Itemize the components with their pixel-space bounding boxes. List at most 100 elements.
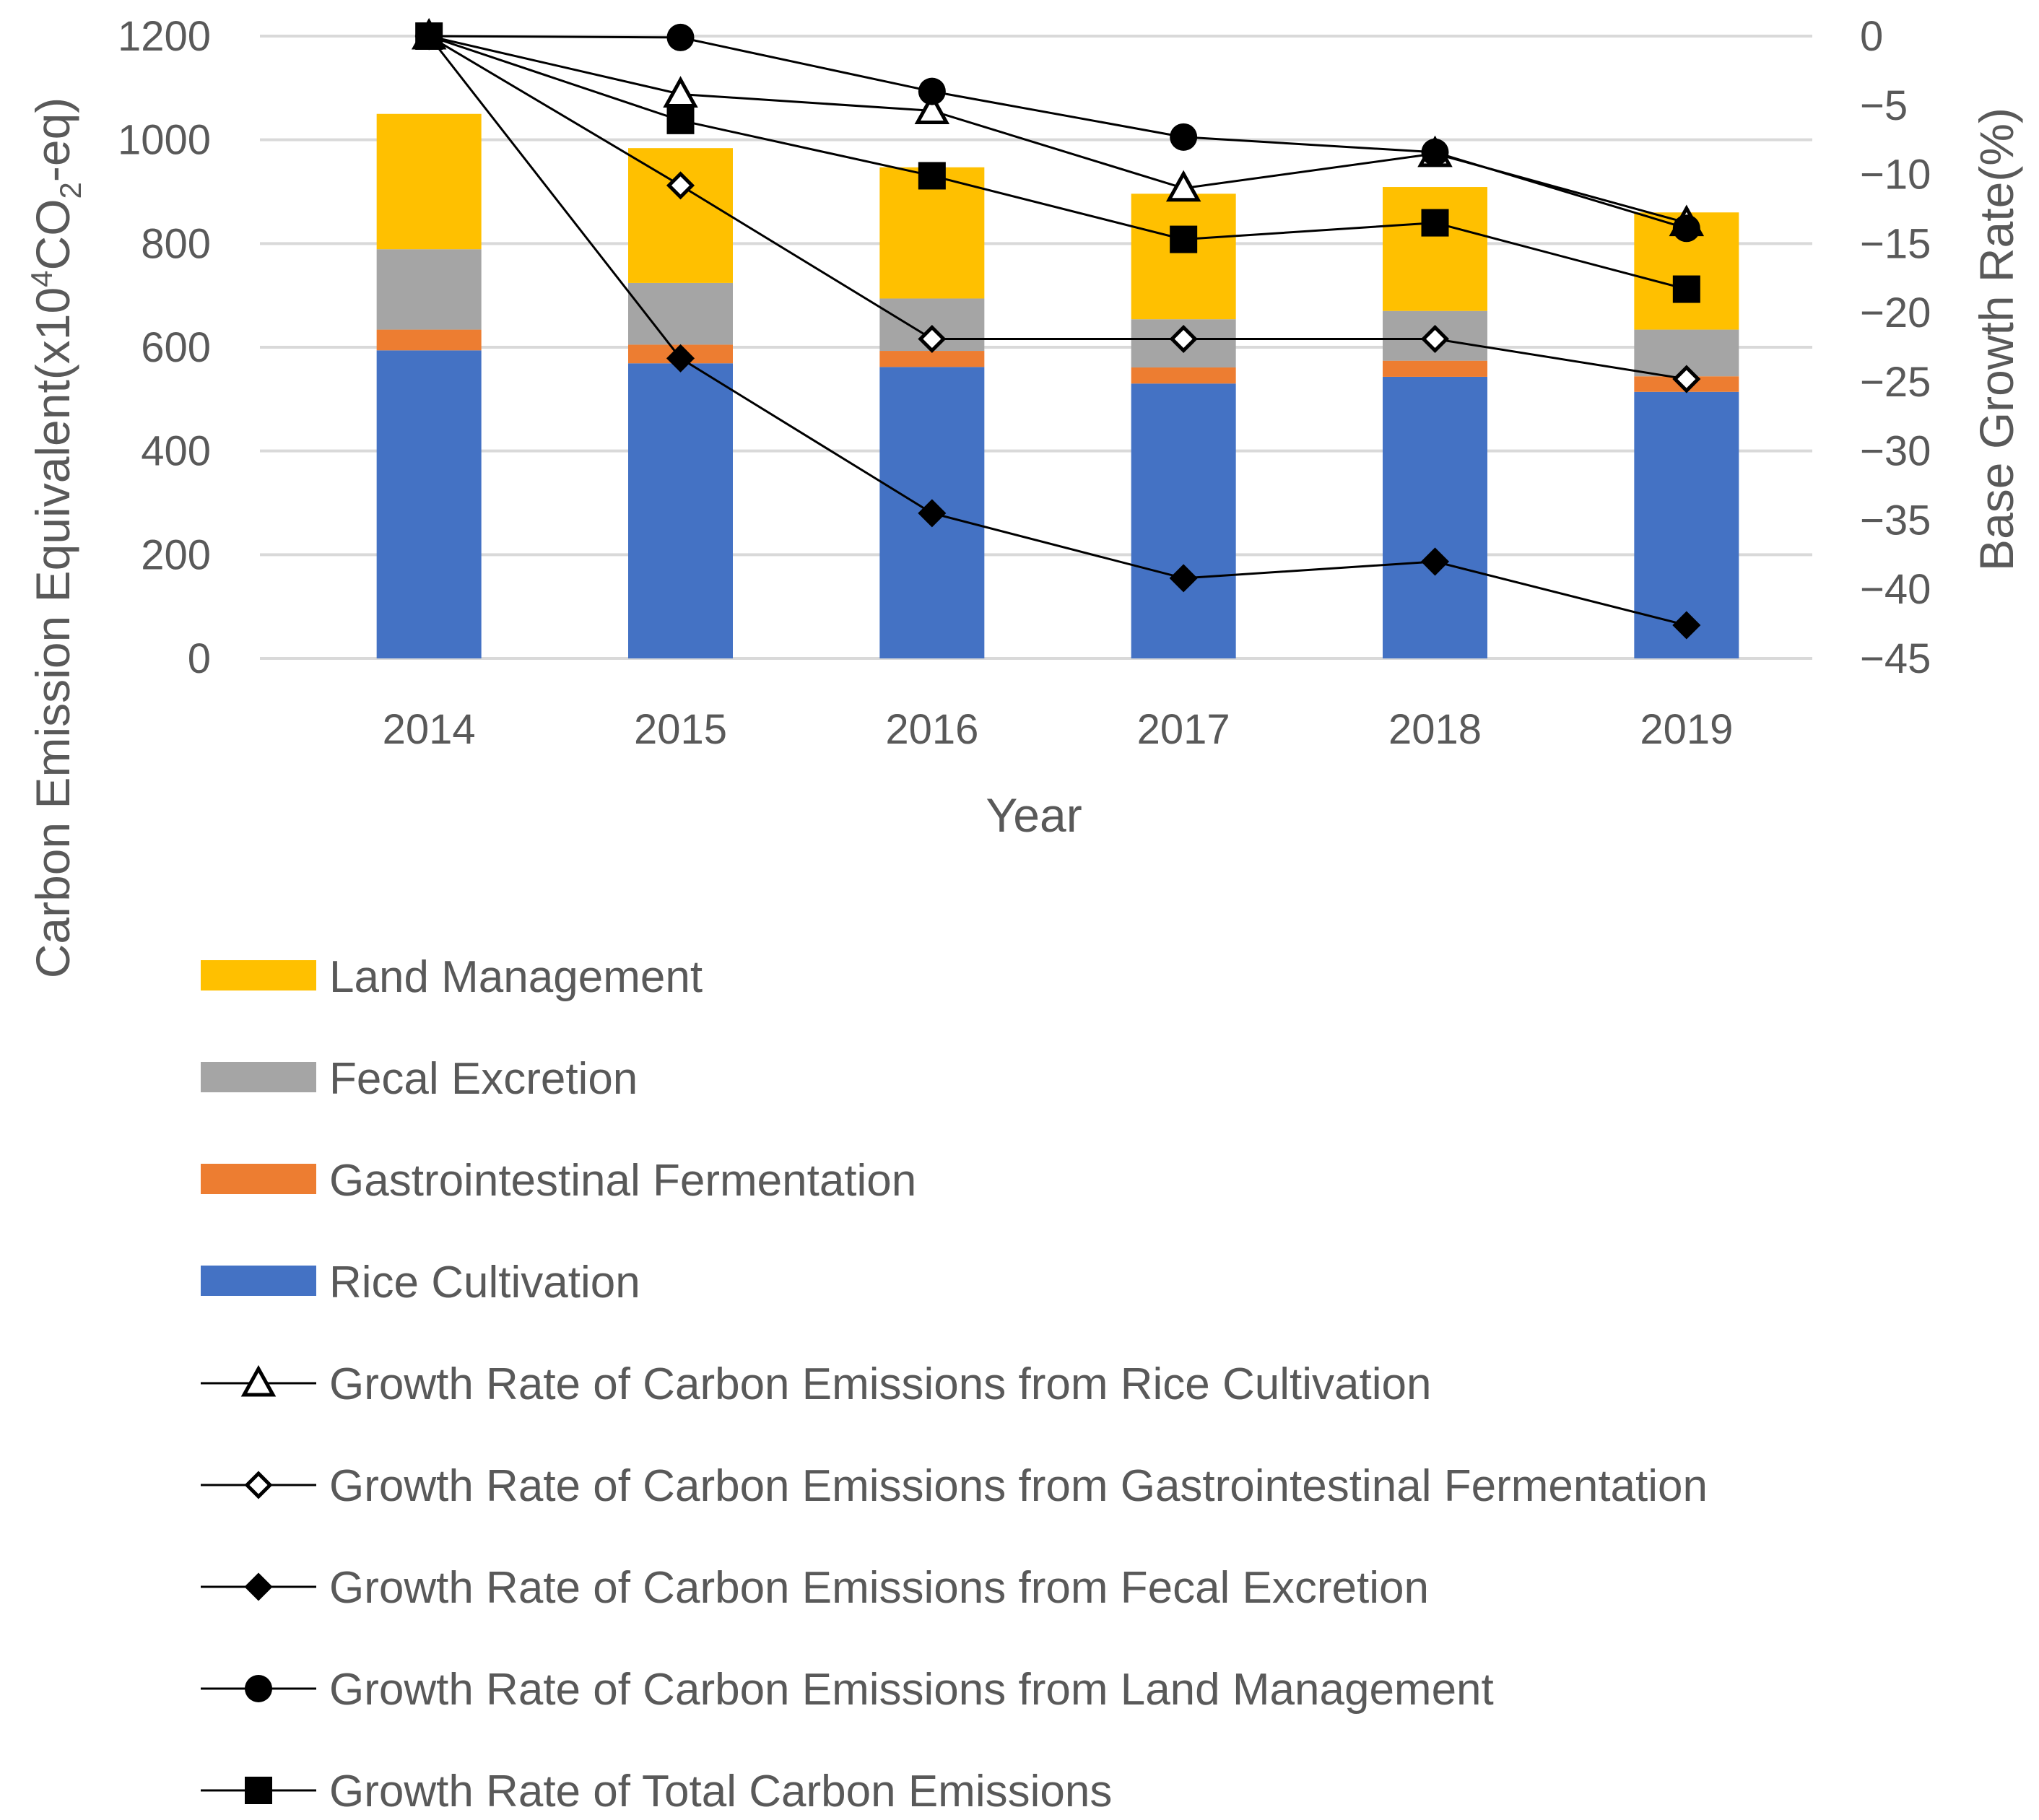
bar-rice-cultivation <box>628 363 733 658</box>
line-series-2 <box>427 35 1687 627</box>
legend-item: Growth Rate of Carbon Emissions from Ric… <box>201 1359 1431 1409</box>
line-series-3 <box>429 35 1687 230</box>
line-point <box>1672 275 1700 303</box>
y-axis-title: Carbon Emission Equivalent(x104CO2-eq) <box>25 97 87 979</box>
bar-land-management <box>376 113 482 250</box>
y2-tick-label: −30 <box>1860 428 1931 475</box>
y-tick-label: 1200 <box>118 13 211 60</box>
legend-label: Fecal Excretion <box>329 1054 638 1104</box>
y-tick-label: 0 <box>188 635 211 682</box>
legend-item: Growth Rate of Total Carbon Emissions <box>201 1767 1112 1816</box>
bar-gastrointestinal-fermentation <box>376 329 482 351</box>
bar-land-management <box>1383 187 1487 311</box>
line-point <box>415 22 443 50</box>
legend-item: Growth Rate of Carbon Emissions from Lan… <box>201 1665 1494 1715</box>
stacked-bars <box>376 113 1739 658</box>
x-tick-label: 2018 <box>1388 706 1482 753</box>
line-point <box>1672 365 1701 393</box>
line-point <box>1170 123 1198 151</box>
bar-land-management <box>1131 193 1236 320</box>
line-point <box>666 171 695 200</box>
y-tick-label: 800 <box>141 220 211 267</box>
legend-marker <box>244 1471 273 1499</box>
line-point <box>1672 611 1701 640</box>
bar-fecal-excretion <box>376 249 482 330</box>
line-point <box>1421 138 1449 166</box>
legend-label: Gastrointestinal Fermentation <box>329 1156 916 1206</box>
legend-label: Growth Rate of Carbon Emissions from Ric… <box>329 1359 1431 1409</box>
x-tick-label: 2019 <box>1640 706 1733 753</box>
legend-label: Growth Rate of Total Carbon Emissions <box>329 1767 1112 1816</box>
legend-item: Fecal Excretion <box>201 1054 638 1104</box>
line-point <box>663 76 698 108</box>
x-tick-label: 2014 <box>383 706 476 753</box>
y2-tick-label: −10 <box>1860 152 1931 199</box>
legend-item: Growth Rate of Carbon Emissions from Fec… <box>201 1563 1429 1613</box>
x-tick-label: 2015 <box>634 706 727 753</box>
y-tick-label: 1000 <box>118 117 211 164</box>
legend-item: Rice Cultivation <box>201 1258 640 1307</box>
legend-swatch <box>201 1062 316 1092</box>
y2-tick-label: −40 <box>1860 566 1931 613</box>
legend-label: Growth Rate of Carbon Emissions from Lan… <box>329 1665 1494 1715</box>
y2-tick-label: −5 <box>1860 82 1908 129</box>
line-path <box>428 35 1687 290</box>
left-axis-ticks: 0 200 400 600 800 1000 1200 <box>118 13 211 682</box>
legend-swatch <box>201 1164 316 1194</box>
y2-tick-label: −35 <box>1860 497 1931 544</box>
growth-rate-lines <box>411 17 1705 640</box>
line-markers-0 <box>411 17 1705 237</box>
y-tick-label: 400 <box>141 428 211 475</box>
line-path <box>427 35 1687 627</box>
line-path <box>428 35 1687 380</box>
line-point <box>918 499 947 528</box>
line-point <box>666 344 695 373</box>
right-axis-ticks: 0 −5 −10 −15 −20 −25 −30 −35 −40 −45 <box>1860 13 1931 682</box>
line-point <box>1165 170 1201 202</box>
line-series-1 <box>428 35 1687 380</box>
legend-item: Gastrointestinal Fermentation <box>201 1156 916 1206</box>
y2-tick-label: −20 <box>1860 289 1931 336</box>
line-point <box>1170 225 1198 253</box>
legend-marker <box>245 1675 272 1702</box>
line-series-0 <box>428 35 1687 225</box>
line-series-4 <box>428 35 1687 290</box>
legend-swatch <box>201 960 316 990</box>
line-point <box>1169 324 1198 354</box>
bar-land-management <box>628 148 733 283</box>
line-point <box>1169 564 1198 593</box>
y-tick-label: 200 <box>141 531 211 578</box>
line-point <box>666 23 695 51</box>
x-axis-ticks: 2014 2015 2016 2017 2018 2019 <box>383 706 1734 753</box>
bar-fecal-excretion <box>628 282 733 345</box>
legend-label: Growth Rate of Carbon Emissions from Gas… <box>329 1461 1708 1511</box>
line-point <box>914 92 950 124</box>
legend: Land Management Fecal Excretion Gastrointe… <box>201 952 1708 1816</box>
line-point <box>1672 214 1700 243</box>
legend-item: Growth Rate of Carbon Emissions from Gas… <box>201 1461 1708 1511</box>
y2-axis-title: Base Growth Rate(%) <box>1970 108 2023 571</box>
x-axis-title: Year <box>986 788 1082 842</box>
y2-tick-label: −25 <box>1860 359 1931 406</box>
line-markers-4 <box>415 22 1700 303</box>
legend-label: Land Management <box>329 952 703 1002</box>
line-path <box>429 35 1687 230</box>
bar-rice-cultivation <box>376 350 482 658</box>
legend-label: Rice Cultivation <box>329 1258 640 1307</box>
bar-rice-cultivation <box>1383 376 1487 658</box>
bar-gastrointestinal-fermentation <box>1131 367 1236 384</box>
line-point <box>918 162 946 190</box>
line-point <box>1420 324 1450 354</box>
gridlines <box>260 35 1812 660</box>
legend-item: Land Management <box>201 952 703 1002</box>
y2-tick-label: −15 <box>1860 220 1931 267</box>
y-tick-label: 600 <box>141 324 211 371</box>
legend-marker <box>245 1777 272 1804</box>
legend-marker <box>240 1364 277 1397</box>
bar-gastrointestinal-fermentation <box>1383 360 1487 377</box>
line-path <box>428 35 1687 225</box>
line-point <box>918 77 946 105</box>
line-point <box>1420 547 1450 576</box>
line-point <box>918 324 947 354</box>
